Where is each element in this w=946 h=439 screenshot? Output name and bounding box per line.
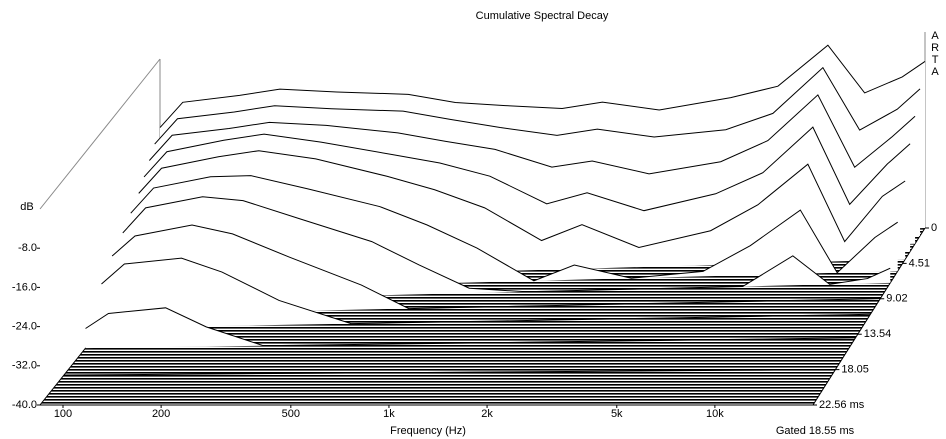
z-tick-label: 13.54 bbox=[864, 328, 892, 340]
decay-line bbox=[101, 257, 871, 325]
z-tick-label: 4.51 bbox=[909, 257, 930, 269]
decay-line bbox=[138, 150, 906, 249]
x-tick-label: 2k bbox=[481, 408, 493, 420]
decay-line bbox=[130, 175, 898, 282]
chart-title: Cumulative Spectral Decay bbox=[476, 10, 609, 22]
x-tick-label: 100 bbox=[54, 408, 72, 420]
z-tick-label: 9.02 bbox=[886, 293, 907, 305]
watermark: ARTA bbox=[929, 30, 941, 78]
x-tick-label: 10k bbox=[706, 408, 724, 420]
x-axis-label: Frequency (Hz) bbox=[390, 425, 466, 437]
decay-line bbox=[148, 94, 916, 175]
z-tick-label: 18.05 bbox=[841, 364, 869, 376]
x-tick-label: 1k bbox=[383, 408, 395, 420]
decay-line bbox=[159, 44, 926, 128]
z-tick-label: 0 bbox=[931, 222, 937, 234]
y-tick-label: -16.0 bbox=[12, 281, 37, 293]
x-tick-label: 5k bbox=[611, 408, 623, 420]
gating-note: Gated 18.55 ms bbox=[776, 425, 855, 437]
x-tick-label: 200 bbox=[152, 408, 170, 420]
y-axis-label: dB bbox=[20, 201, 33, 213]
y-tick-label: -24.0 bbox=[12, 321, 37, 333]
z-tick-label: 22.56 ms bbox=[819, 399, 865, 411]
decay-line bbox=[111, 224, 881, 310]
decay-line bbox=[143, 126, 911, 212]
y-tick-label: -40.0 bbox=[12, 399, 37, 411]
decay-line bbox=[63, 369, 836, 376]
slice-fill bbox=[112, 224, 881, 315]
x-tick-label: 500 bbox=[282, 408, 300, 420]
decay-line bbox=[85, 307, 856, 347]
labels-layer: Cumulative Spectral Decay Frequency (Hz)… bbox=[12, 10, 941, 437]
slice-fill bbox=[85, 307, 856, 349]
y-tick-label: -32.0 bbox=[12, 360, 37, 372]
slices-layer bbox=[40, 44, 926, 406]
y-tick-label: -8.0 bbox=[18, 242, 37, 254]
slice-fill bbox=[101, 258, 871, 329]
box-edge bbox=[39, 58, 161, 210]
decay-line bbox=[122, 196, 891, 293]
decay-line bbox=[154, 66, 921, 145]
